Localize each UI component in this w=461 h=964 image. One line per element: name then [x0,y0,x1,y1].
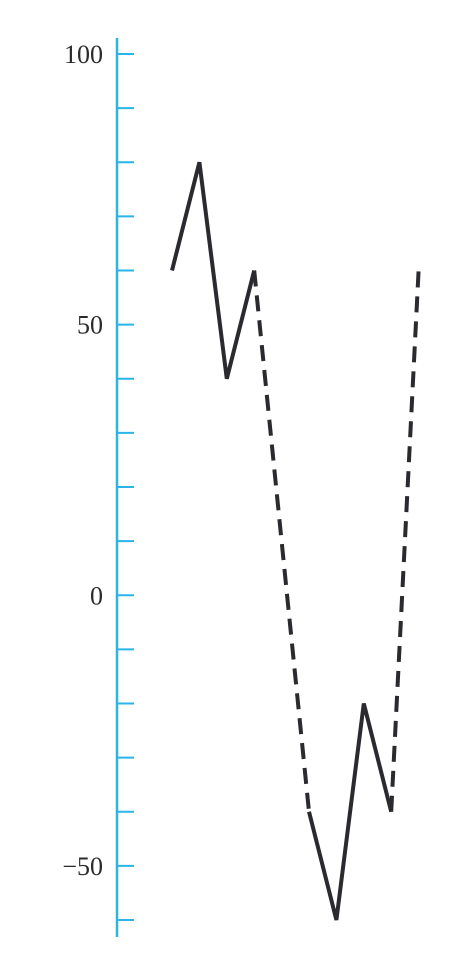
y-tick-label: −50 [62,852,103,881]
series-line-dashed [389,270,421,812]
series-line-dashed [252,270,311,812]
series-line-solid [170,161,257,380]
series-group [170,161,421,921]
series-line-solid [307,703,394,921]
y-axis: 100 50 0 −50 [62,38,134,937]
y-tick-label: 50 [77,311,103,340]
y-tick-label: 0 [90,581,103,610]
y-tick-label: 100 [64,40,103,69]
